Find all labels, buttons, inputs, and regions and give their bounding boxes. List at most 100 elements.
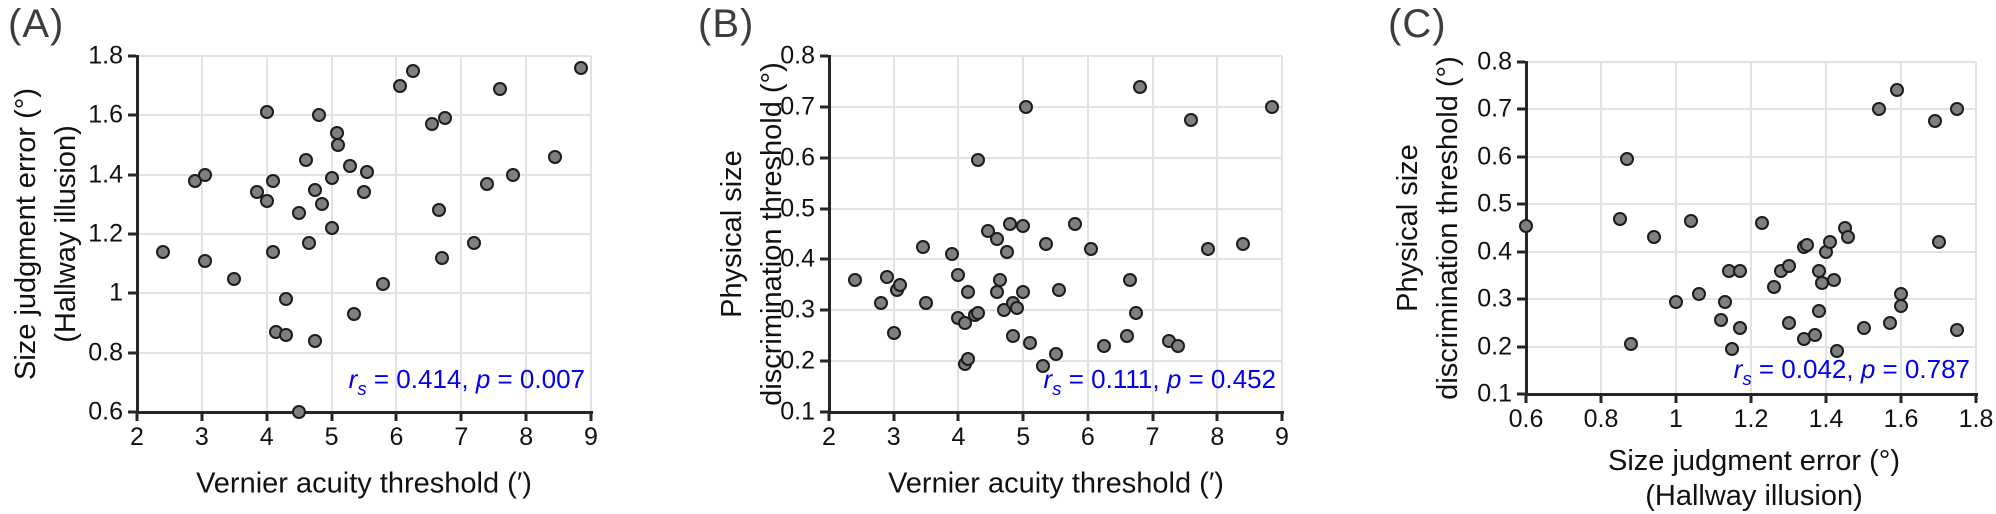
- data-point: [1732, 263, 1747, 278]
- data-point: [1612, 211, 1627, 226]
- gridline-horizontal: [829, 309, 1282, 312]
- y-axis-label-line1: Physical size: [1392, 144, 1424, 312]
- x-tick-mark: [892, 413, 896, 421]
- data-point: [893, 277, 908, 292]
- data-point: [1950, 102, 1965, 117]
- data-point: [467, 235, 482, 250]
- x-axis-label: Vernier acuity threshold (′): [196, 467, 532, 502]
- y-tick-mark: [820, 105, 828, 109]
- p-value: = 0.452: [1181, 363, 1276, 394]
- r-value: = 0.414,: [366, 363, 476, 394]
- x-tick-mark: [330, 413, 334, 421]
- y-tick-label: 0.1: [780, 397, 815, 426]
- data-point: [1022, 336, 1037, 351]
- correlation-stats: rs = 0.414, p = 0.007: [349, 364, 585, 399]
- gridline-horizontal: [1526, 298, 1976, 301]
- data-point: [342, 158, 357, 173]
- data-point: [431, 203, 446, 218]
- panel-label-A: (A): [8, 2, 65, 46]
- data-point: [1668, 294, 1683, 309]
- gridline-vertical: [1281, 56, 1283, 412]
- y-tick-mark: [1517, 250, 1525, 254]
- data-point: [308, 333, 323, 348]
- x-tick-mark: [1824, 395, 1828, 403]
- y-tick-mark: [128, 351, 136, 355]
- data-point: [506, 167, 521, 182]
- y-axis-label-line2: discrimination threshold (°): [1432, 56, 1464, 400]
- y-tick-label: 0.6: [780, 143, 815, 172]
- x-tick-mark: [394, 413, 398, 421]
- data-point: [360, 164, 375, 179]
- data-point: [1009, 300, 1024, 315]
- data-point: [1236, 237, 1251, 252]
- y-axis-label: Size judgment error (°) (Hallway illusio…: [6, 88, 86, 380]
- data-point: [266, 173, 281, 188]
- x-tick-label: 6: [1080, 423, 1095, 451]
- x-tick-mark: [1151, 413, 1155, 421]
- data-point: [880, 270, 895, 285]
- gridline-vertical: [892, 56, 895, 412]
- gridline-vertical: [957, 56, 960, 412]
- data-point: [873, 295, 888, 310]
- data-point: [1624, 337, 1638, 352]
- data-point: [1051, 282, 1066, 297]
- x-tick-mark: [1674, 395, 1678, 403]
- panel-label-C: (C): [1388, 2, 1447, 46]
- gridline-horizontal: [1526, 108, 1976, 111]
- y-tick-label: 0.5: [1477, 189, 1512, 218]
- gridline-horizontal: [1526, 345, 1976, 348]
- gridline-vertical: [1750, 62, 1752, 394]
- data-point: [324, 170, 339, 185]
- data-point: [993, 272, 1008, 287]
- y-tick-mark: [1517, 202, 1525, 206]
- data-point: [1927, 114, 1942, 129]
- y-tick-mark: [128, 232, 136, 236]
- x-tick-label: 8: [519, 423, 534, 451]
- data-point: [847, 272, 862, 287]
- x-tick-mark: [459, 413, 463, 421]
- x-tick-mark: [956, 413, 960, 421]
- data-point: [198, 253, 213, 268]
- y-tick-mark: [1517, 392, 1525, 396]
- gridline-horizontal: [1526, 250, 1976, 253]
- data-point: [1200, 242, 1215, 257]
- x-tick-mark: [1021, 413, 1025, 421]
- data-point: [1807, 327, 1822, 342]
- x-tick-label: 1: [1669, 405, 1683, 433]
- y-tick-mark: [820, 410, 828, 414]
- data-point: [1265, 99, 1280, 114]
- y-tick-label: 1: [109, 278, 123, 307]
- data-point: [1016, 285, 1031, 300]
- y-tick-mark: [820, 308, 828, 312]
- x-axis-label-line1: Vernier acuity threshold (′): [196, 467, 532, 500]
- data-point: [1950, 322, 1965, 337]
- r-value: = 0.042,: [1751, 353, 1861, 384]
- data-point: [1035, 359, 1050, 374]
- gridline-vertical: [1086, 56, 1089, 412]
- data-point: [970, 305, 985, 320]
- data-point: [919, 295, 934, 310]
- data-point: [1691, 287, 1706, 302]
- data-point: [1800, 237, 1815, 252]
- data-point: [1894, 299, 1908, 314]
- y-tick-label: 0.5: [780, 194, 815, 223]
- data-point: [198, 167, 213, 182]
- y-axis-label: Physical size discrimination threshold (…: [1388, 56, 1468, 400]
- data-point: [292, 405, 307, 419]
- plot-area: rs = 0.414, p = 0.007 2 3 4 5 6 7 8 9 1.8 1.6 1.4 1…: [88, 42, 598, 452]
- data-point: [1038, 237, 1053, 252]
- y-tick-label: 0.8: [88, 338, 123, 367]
- data-point: [1841, 230, 1856, 245]
- gridline-horizontal: [1526, 155, 1976, 158]
- x-tick-label: 3: [194, 423, 209, 451]
- data-point: [1811, 304, 1826, 318]
- y-tick-mark: [128, 410, 136, 414]
- data-point: [990, 232, 1005, 247]
- correlation-stats: rs = 0.042, p = 0.787: [1734, 354, 1970, 389]
- x-tick-mark: [1899, 395, 1903, 403]
- x-tick-mark: [589, 413, 593, 421]
- r-subscript: s: [357, 377, 367, 399]
- x-axis-spine: [827, 410, 1284, 414]
- data-point: [961, 285, 976, 300]
- y-tick-mark: [128, 54, 136, 58]
